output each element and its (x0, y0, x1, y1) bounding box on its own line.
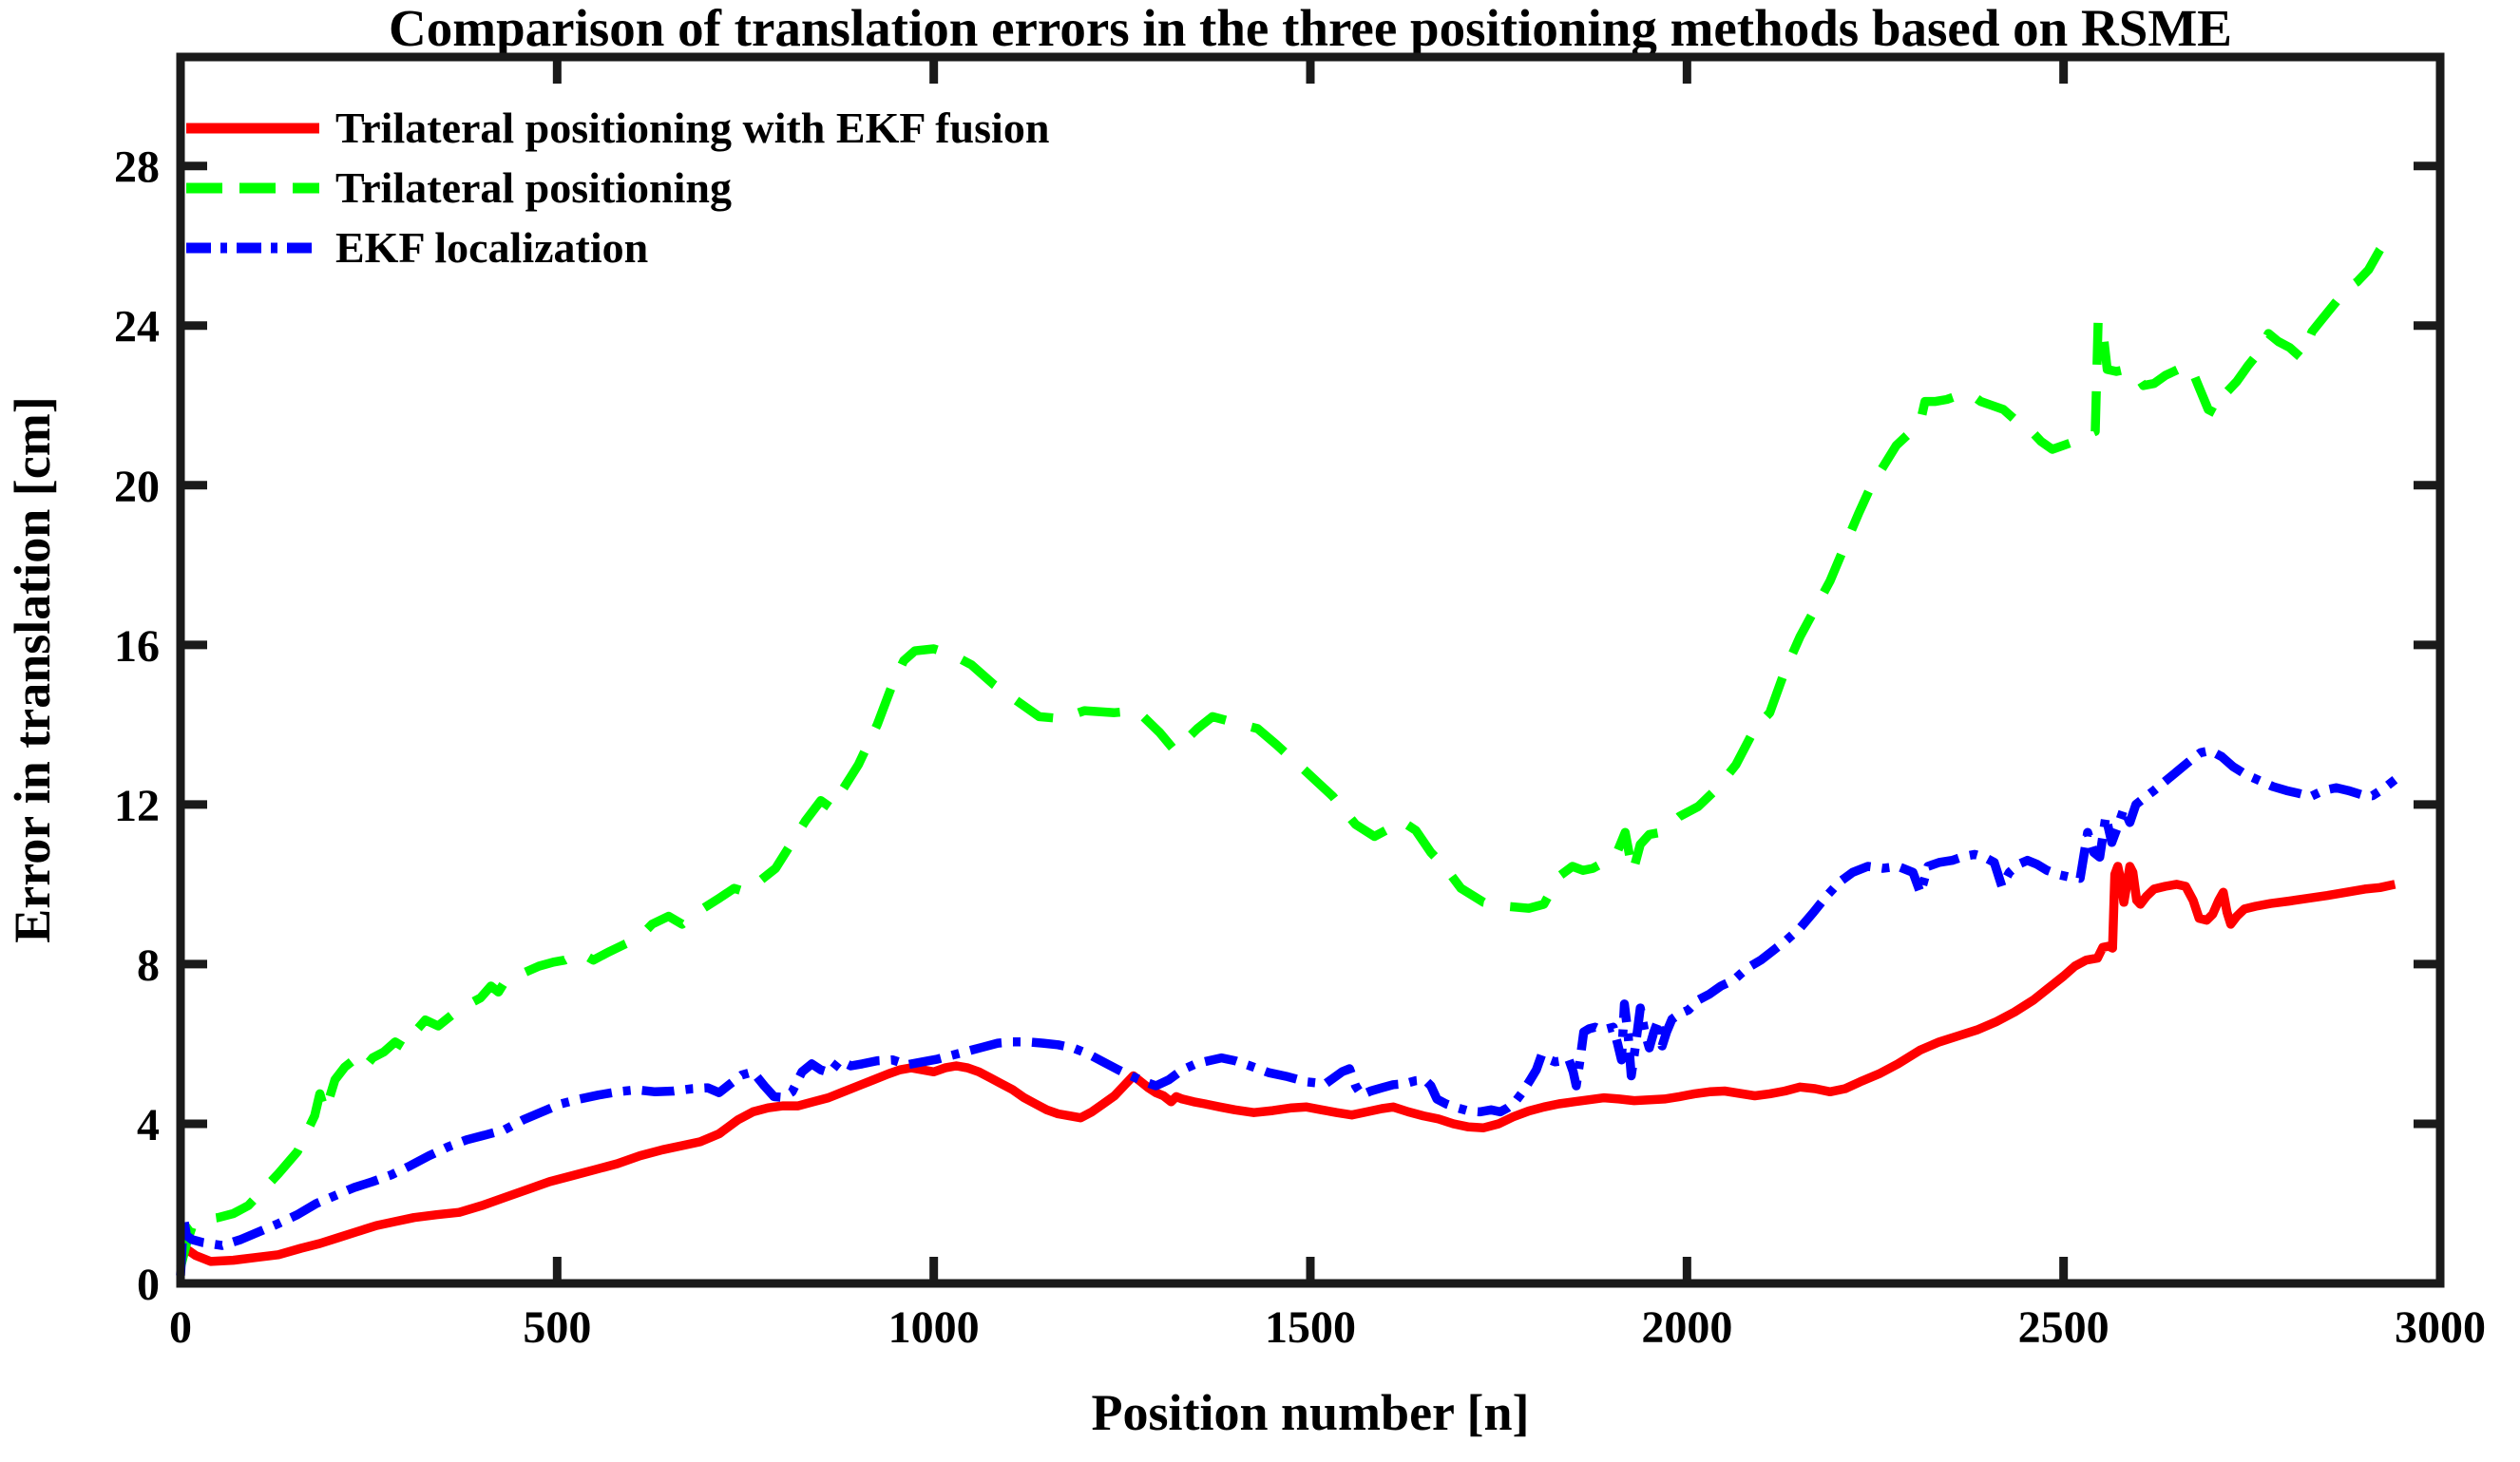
y-axis-label: Error in translation [cm] (4, 396, 61, 942)
legend-item-ekf-fusion: Trilateral positioning with EKF fusion (186, 98, 1049, 158)
legend-line-blue (186, 242, 319, 253)
x-axis-label: Position number [n] (1091, 1384, 1529, 1441)
chart-series (176, 227, 2399, 1276)
x-tick-label: 1500 (1265, 1302, 1356, 1353)
y-tick-label: 12 (114, 781, 160, 831)
axes-box (176, 52, 2445, 1288)
legend-label: Trilateral positioning (335, 163, 732, 212)
x-tick-label: 500 (523, 1302, 591, 1353)
axis-ticks: 0 500 1000 1500 2000 2500 3000 0 4 8 12 16 20 24 28 (114, 57, 2486, 1353)
x-tick-label: 0 (169, 1302, 192, 1353)
series-line-solid (176, 862, 2396, 1266)
legend-line-green (186, 182, 319, 193)
legend-label: EKF localization (335, 223, 649, 272)
x-tick-label: 2500 (2018, 1302, 2110, 1353)
legend-item-trilateral: Trilateral positioning (186, 158, 1049, 218)
x-tick-label: 3000 (2395, 1302, 2486, 1353)
y-tick-label: 16 (114, 621, 160, 672)
y-tick-label: 20 (114, 462, 160, 512)
y-tick-label: 4 (137, 1100, 160, 1150)
legend-line-red (186, 123, 319, 133)
x-tick-label: 1000 (888, 1302, 980, 1353)
y-tick-label: 24 (114, 302, 160, 352)
y-tick-label: 28 (114, 142, 160, 193)
chart-legend: Trilateral positioning with EKF fusion T… (186, 98, 1049, 277)
chart-title: Comparison of translation errors in the … (389, 0, 2232, 57)
series-line-dashed (176, 227, 2399, 1269)
x-tick-label: 2000 (1641, 1302, 1732, 1353)
legend-label: Trilateral positioning with EKF fusion (335, 104, 1050, 152)
y-tick-label: 0 (137, 1260, 160, 1310)
legend-item-ekf-localization: EKF localization (186, 218, 1049, 277)
series-line-dashdot (176, 746, 2398, 1276)
y-tick-label: 8 (137, 940, 160, 991)
